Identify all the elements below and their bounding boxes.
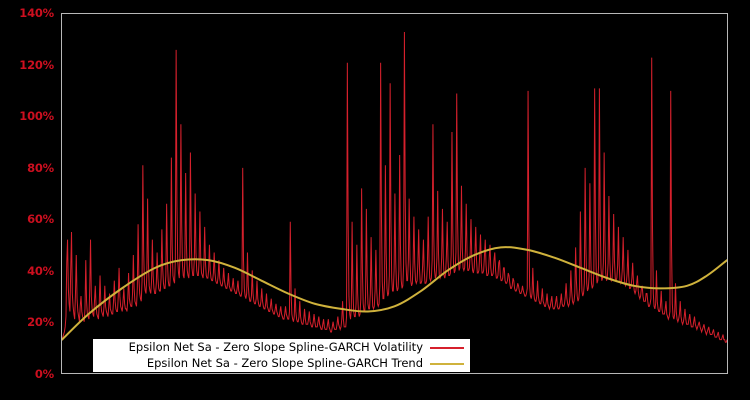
y-axis-tick-label: 60% [27, 212, 54, 227]
legend-label-volatility: Epsilon Net Sa - Zero Slope Spline-GARCH… [128, 339, 423, 354]
chart-svg [62, 14, 727, 373]
legend-entry-volatility: Epsilon Net Sa - Zero Slope Spline-GARCH… [93, 340, 464, 356]
legend-entry-trend: Epsilon Net Sa - Zero Slope Spline-GARCH… [93, 356, 464, 372]
y-axis-tick-label: 140% [19, 6, 54, 20]
y-axis-tick-label: 40% [27, 263, 54, 278]
y-axis-tick-label: 20% [27, 315, 54, 330]
legend-swatch-trend [430, 362, 464, 365]
volatility-series-line [62, 32, 727, 342]
legend-swatch-volatility [430, 346, 464, 349]
y-axis-tick-label: 0% [34, 367, 54, 381]
chart-legend: Epsilon Net Sa - Zero Slope Spline-GARCH… [93, 339, 470, 372]
legend-label-trend: Epsilon Net Sa - Zero Slope Spline-GARCH… [146, 355, 423, 370]
plot-area [61, 13, 728, 374]
y-axis-tick-label: 120% [19, 57, 54, 72]
y-axis-tick-label: 80% [27, 160, 54, 175]
trend-series-line [62, 247, 727, 340]
y-axis: 0% 20% 40% 60% 80% 100% 120% 140% [0, 0, 58, 400]
y-axis-tick-label: 100% [19, 109, 54, 124]
